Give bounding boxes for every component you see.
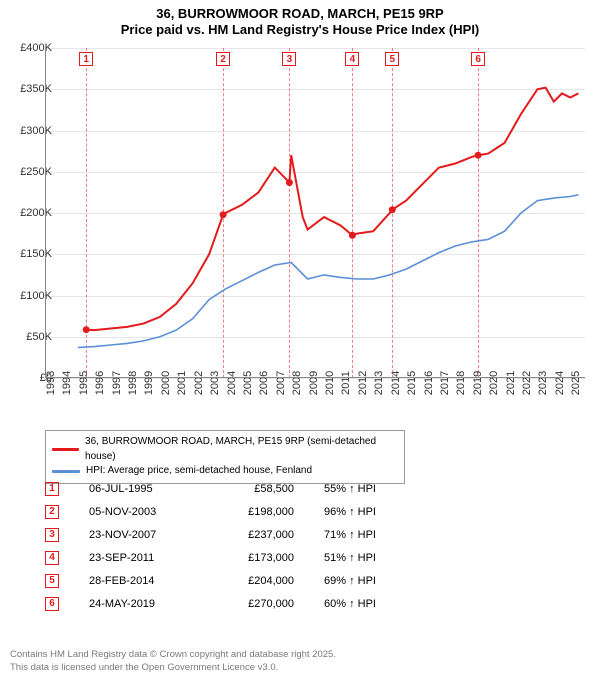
footer-attribution: Contains HM Land Registry data © Crown c…: [10, 649, 336, 674]
chart-container: { "title": { "line1": "36, BURROWMOOR RO…: [0, 0, 600, 680]
sale-dot-group: [83, 152, 482, 334]
sale-hpi-delta: 51% ↑ HPI: [324, 552, 404, 564]
legend: 36, BURROWMOOR ROAD, MARCH, PE15 9RP (se…: [45, 430, 405, 484]
title-line-1: 36, BURROWMOOR ROAD, MARCH, PE15 9RP: [0, 6, 600, 22]
sales-table: 1 06-JUL-1995 £58,500 55% ↑ HPI 2 05-NOV-2003…: [45, 477, 404, 615]
sale-date: 24-MAY-2019: [89, 598, 194, 610]
sale-date: 28-FEB-2014: [89, 575, 194, 587]
sale-date: 05-NOV-2003: [89, 506, 194, 518]
series-hpi-fenland: [78, 195, 579, 348]
sale-marker-cell: 1: [45, 482, 59, 496]
sale-price: £204,000: [224, 575, 294, 587]
sale-dot: [389, 206, 396, 213]
footer-line-2: This data is licensed under the Open Gov…: [10, 662, 336, 674]
sale-marker-cell: 3: [45, 528, 59, 542]
sales-table-row: 5 28-FEB-2014 £204,000 69% ↑ HPI: [45, 569, 404, 592]
sales-table-row: 1 06-JUL-1995 £58,500 55% ↑ HPI: [45, 477, 404, 500]
sale-marker-cell: 6: [45, 597, 59, 611]
sale-date: 23-NOV-2007: [89, 529, 194, 541]
sale-dot: [83, 326, 90, 333]
sale-date: 06-JUL-1995: [89, 483, 194, 495]
sale-hpi-delta: 96% ↑ HPI: [324, 506, 404, 518]
sales-table-row: 3 23-NOV-2007 £237,000 71% ↑ HPI: [45, 523, 404, 546]
series-property-price: [86, 88, 578, 331]
chart-title: 36, BURROWMOOR ROAD, MARCH, PE15 9RP Pri…: [0, 0, 600, 39]
sale-hpi-delta: 71% ↑ HPI: [324, 529, 404, 541]
legend-item-property: 36, BURROWMOOR ROAD, MARCH, PE15 9RP (se…: [52, 435, 398, 464]
sales-table-row: 2 05-NOV-2003 £198,000 96% ↑ HPI: [45, 500, 404, 523]
sale-price: £237,000: [224, 529, 294, 541]
sale-hpi-delta: 55% ↑ HPI: [324, 483, 404, 495]
sale-price: £270,000: [224, 598, 294, 610]
sale-dot: [349, 232, 356, 239]
line-plot: [45, 48, 585, 378]
sale-price: £58,500: [224, 483, 294, 495]
sale-marker-cell: 5: [45, 574, 59, 588]
title-line-2: Price paid vs. HM Land Registry's House …: [0, 22, 600, 38]
legend-label-property: 36, BURROWMOOR ROAD, MARCH, PE15 9RP (se…: [85, 435, 398, 464]
sale-hpi-delta: 69% ↑ HPI: [324, 575, 404, 587]
sale-marker-cell: 2: [45, 505, 59, 519]
sale-dot: [286, 179, 293, 186]
sale-date: 23-SEP-2011: [89, 552, 194, 564]
sale-price: £198,000: [224, 506, 294, 518]
sale-hpi-delta: 60% ↑ HPI: [324, 598, 404, 610]
sale-price: £173,000: [224, 552, 294, 564]
sale-dot: [475, 152, 482, 159]
legend-swatch-property: [52, 448, 79, 451]
legend-swatch-hpi: [52, 470, 80, 473]
sales-table-row: 4 23-SEP-2011 £173,000 51% ↑ HPI: [45, 546, 404, 569]
footer-line-1: Contains HM Land Registry data © Crown c…: [10, 649, 336, 661]
sales-table-row: 6 24-MAY-2019 £270,000 60% ↑ HPI: [45, 592, 404, 615]
sale-dot: [220, 211, 227, 218]
sale-marker-cell: 4: [45, 551, 59, 565]
